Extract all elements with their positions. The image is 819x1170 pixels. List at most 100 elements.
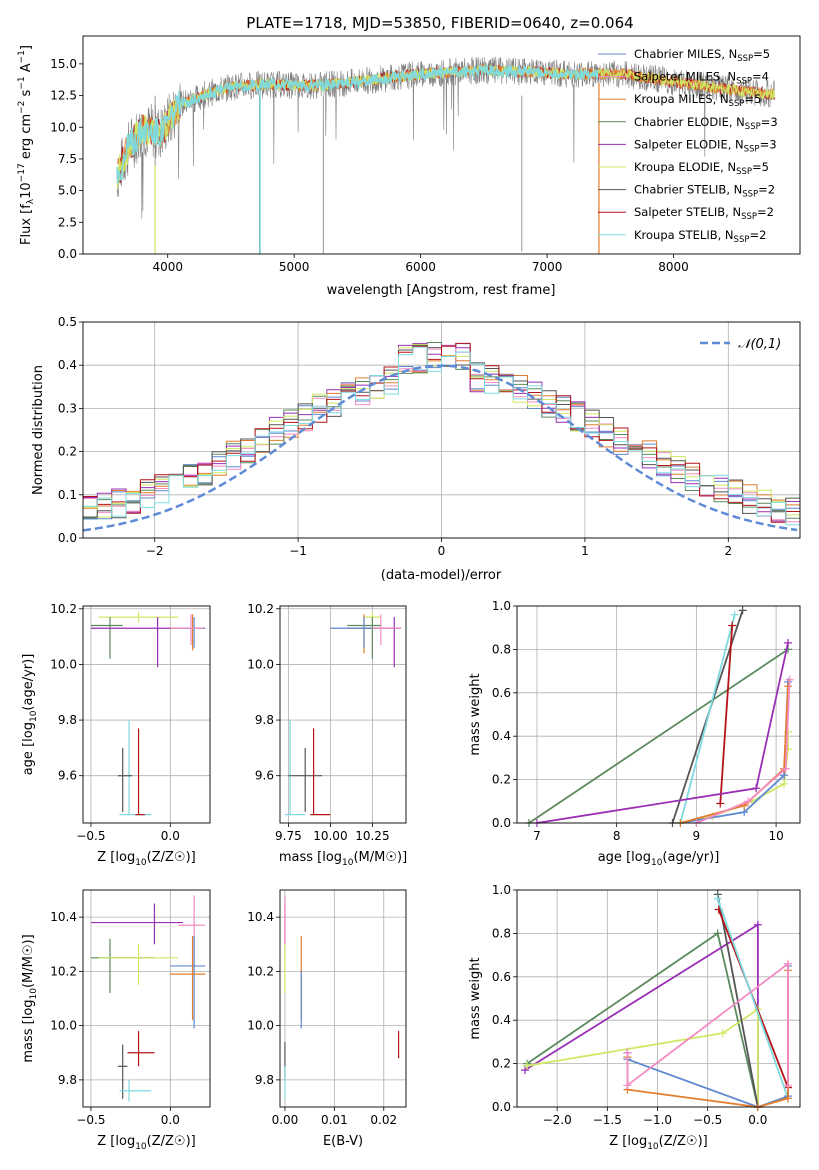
y-tick-label: 0.4: [58, 358, 77, 372]
mass-weight-marker: [783, 959, 792, 968]
y-tick-label: 0.0: [58, 531, 77, 545]
mass-weight-line-kroupa_elodie: [526, 1007, 759, 1107]
spectrum-xlabel: wavelength [Angstrom, rest frame]: [327, 283, 556, 298]
mass-weight-marker: [752, 784, 761, 793]
x-tick-label: 8: [613, 829, 621, 843]
residual-ylabel: Normed distribution: [31, 365, 46, 495]
mass-weight-vs-age-panel-xlabel-part: age [log: [598, 850, 651, 865]
mass-weight-line-chabrier_elodie: [528, 648, 789, 823]
mass-weight-marker: [781, 764, 790, 773]
mass-weight-marker: [744, 797, 753, 806]
x-tick-label: 10: [768, 829, 783, 843]
mass-vs-z-panel-ylabel-part: (M/M☉)]: [21, 934, 36, 988]
mass-weight-marker: [521, 1066, 530, 1075]
mass-weight-line-kroupa_stelib: [716, 898, 789, 1099]
y-tick-label: 0.3: [58, 401, 77, 415]
x-tick-label: −1: [289, 544, 307, 558]
age-vs-mass-panel-xlabel-part: (M/M☉)]: [353, 850, 407, 865]
legend-label: Kroupa MILES, NSSP=5: [634, 92, 761, 109]
age-vs-z-panel-xlabel-part: Z [log: [97, 850, 135, 865]
legend-label: Chabrier ELODIE, NSSP=3: [634, 115, 778, 132]
mass-weight-line-kroupa_stelib: [679, 614, 736, 823]
gaussian-legend-label: 𝒩(0,1): [738, 337, 781, 352]
mass-weight-line-salpeter_elodie: [524, 923, 759, 1107]
x-tick-label: −2.0: [543, 1113, 572, 1127]
y-tick-label: 5.0: [58, 184, 77, 198]
mass-weight-vs-age-panel-xlabel: age [log10(age/yr)]: [598, 850, 720, 868]
histogram-kroupa_stelib: [83, 346, 800, 538]
residual-xlabel: (data-model)/error: [381, 568, 502, 583]
y-tick-label: 0.2: [58, 445, 77, 459]
y-tick-label: 0.5: [58, 315, 77, 329]
age-vs-z-panel-ylabel-part: age [log: [21, 722, 36, 775]
x-tick-label: 5000: [279, 260, 310, 274]
mass-vs-z-panel-xlabel-part: (Z/Z☉)]: [147, 1134, 196, 1149]
x-tick-label: 8000: [658, 260, 689, 274]
mass-weight-marker: [738, 606, 747, 615]
legend-sub: SSP: [737, 54, 753, 64]
ylabel-part: −1: [17, 50, 27, 63]
y-tick-label: 0.0: [58, 247, 77, 261]
y-tick-label: 10.0: [50, 120, 77, 134]
ylabel-part: −2: [17, 101, 27, 114]
mass-weight-marker: [783, 1094, 792, 1103]
legend-text: Salpeter MILES, N: [634, 70, 736, 84]
x-tick-label: 0.01: [321, 1113, 348, 1127]
legend-text: =2: [758, 183, 775, 197]
mass-weight-marker: [713, 894, 722, 903]
legend-text: =5: [753, 47, 770, 61]
y-tick-label: 10.4: [50, 910, 77, 924]
mass-weight-vs-age-panel-xlabel-part: (age/yr)]: [662, 850, 719, 865]
y-tick-label: 9.8: [58, 1073, 77, 1087]
x-tick-label: 0.0: [161, 829, 180, 843]
y-tick-label: 0.0: [492, 1100, 511, 1114]
spectrum-panel: 4000 5000 6000 7000 8000 0.0 2.5 5.0 7.5 10.0 12.5…: [50, 35, 801, 274]
y-tick-label: 10.2: [247, 964, 274, 978]
mass-weight-marker: [716, 799, 725, 808]
mass-vs-z-panel: −0.5 0.0 9.8 10.0 10.2 10.4: [50, 889, 211, 1127]
ylabel-part: Flux [f: [19, 204, 34, 245]
mass-weight-marker: [780, 779, 789, 788]
legend-text: =2: [749, 228, 766, 242]
age-vs-z-panel-xlabel-sub: 10: [135, 858, 147, 868]
x-tick-label: −1.5: [593, 1113, 622, 1127]
y-tick-label: 0.6: [492, 970, 511, 984]
y-tick-label: 10.0: [50, 1019, 77, 1033]
mass-weight-line-salpeter_miles: [696, 679, 791, 823]
y-tick-label: 7.5: [58, 152, 77, 166]
y-tick-label: 9.8: [255, 1073, 274, 1087]
legend-text: Salpeter STELIB, N: [634, 205, 741, 219]
legend-text: =5: [752, 160, 769, 174]
x-tick-label: 10.00: [313, 829, 347, 843]
x-tick-label: 9: [693, 829, 701, 843]
y-tick-label: 10.0: [247, 1019, 274, 1033]
age-vs-mass-panel-xlabel-part: mass [log: [279, 850, 342, 865]
legend-text: =3: [760, 137, 777, 151]
y-tick-label: 0.2: [492, 773, 511, 787]
legend-sub: SSP: [742, 190, 758, 200]
legend-label: Kroupa STELIB, NSSP=2: [634, 228, 766, 245]
age-vs-z-panel-xlabel: Z [log10(Z/Z☉)]: [97, 850, 195, 868]
age-vs-z-panel-ylabel-part: (age/yr)]: [21, 654, 36, 711]
x-tick-label: −0.5: [76, 1113, 105, 1127]
x-tick-label: 2: [724, 544, 732, 558]
legend-text: Kroupa ELODIE, N: [634, 160, 736, 174]
y-tick-label: 10.0: [50, 657, 77, 671]
mass-vs-z-panel-ylabel: mass [log10(M/M☉)]: [21, 934, 39, 1062]
mass-vs-ebv-panel-xlabel: E(B-V): [323, 1134, 363, 1149]
y-tick-label: 10.2: [50, 602, 77, 616]
mass-weight-line-salpeter_miles: [626, 961, 789, 1088]
y-tick-label: 10.2: [50, 964, 77, 978]
y-tick-label: 0.2: [492, 1057, 511, 1071]
x-tick-label: 7: [533, 829, 541, 843]
legend-text: =5: [744, 92, 761, 106]
age-vs-z-panel: −0.5 0.0 9.6 9.8 10.0 10.2: [50, 602, 211, 843]
x-tick-label: 6000: [405, 260, 436, 274]
mass-weight-marker: [785, 675, 794, 684]
x-tick-label: 0.00: [272, 1113, 299, 1127]
y-tick-label: 0.8: [492, 926, 511, 940]
mass-vs-z-panel-ylabel-part: mass [log: [21, 999, 36, 1062]
ylabel-part: −17: [17, 163, 27, 182]
